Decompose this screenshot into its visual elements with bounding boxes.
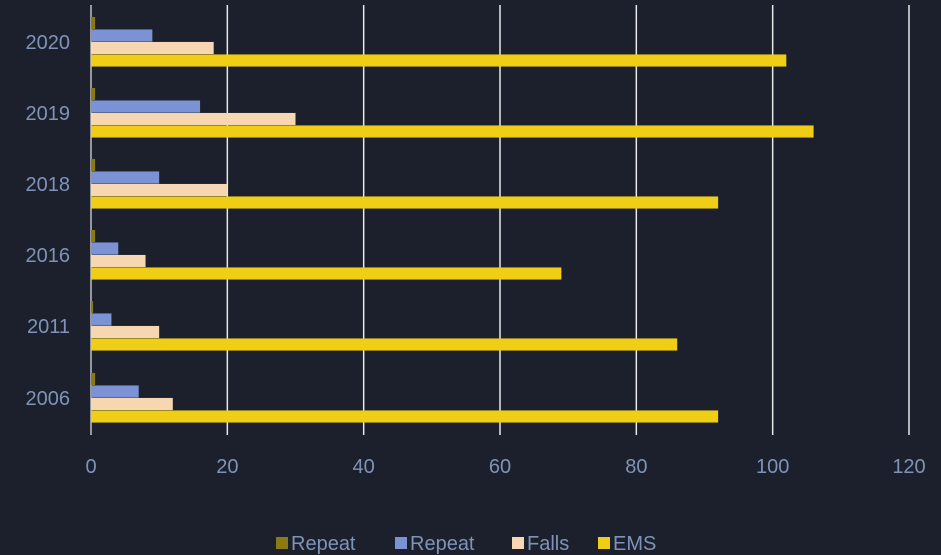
bar-2018-repeat-1 — [91, 171, 160, 184]
y-tick-label-2006: 2006 — [26, 388, 71, 410]
x-tick-label-40: 40 — [353, 456, 375, 478]
bar-2019-ems-3 — [91, 125, 814, 138]
bar-2006-falls-2 — [91, 397, 173, 411]
bar-2019-repeat-0 — [91, 87, 96, 101]
bar-2016-ems-3 — [91, 267, 562, 280]
bar-2020-falls-2 — [91, 41, 214, 55]
bar-2006-repeat-0 — [91, 372, 96, 386]
legend-label-0: Repeat — [291, 533, 356, 555]
bar-2011-falls-2 — [91, 325, 160, 339]
bar-2020-repeat-0 — [91, 16, 96, 30]
legend-label-1: Repeat — [410, 533, 475, 555]
y-tick-label-2016: 2016 — [26, 245, 71, 267]
bar-2016-falls-2 — [91, 254, 146, 268]
bar-2018-ems-3 — [91, 196, 719, 209]
legend: Repeat Repeat Falls EMS — [276, 533, 656, 555]
legend-label-3: EMS — [613, 533, 656, 555]
bar-2011-repeat-0 — [91, 300, 94, 314]
bar-2018-falls-2 — [91, 183, 228, 197]
bar-2006-ems-3 — [91, 410, 719, 423]
legend-swatch-2 — [512, 537, 524, 549]
x-tick-label-20: 20 — [216, 456, 238, 478]
x-tick-label-60: 60 — [489, 456, 511, 478]
bar-2016-repeat-1 — [91, 242, 119, 255]
x-tick-label-100: 100 — [756, 456, 789, 478]
bar-2011-repeat-1 — [91, 313, 112, 326]
bar-2006-repeat-1 — [91, 385, 139, 398]
y-tick-label-2020: 2020 — [26, 32, 71, 54]
x-tick-label-80: 80 — [625, 456, 647, 478]
bar-2019-falls-2 — [91, 112, 296, 126]
bar-2011-ems-3 — [91, 338, 678, 351]
legend-swatch-3 — [598, 537, 610, 549]
legend-swatch-1 — [395, 537, 407, 549]
bars — [91, 16, 814, 423]
legend-swatch-0 — [276, 537, 288, 549]
bar-2016-repeat-0 — [91, 229, 96, 243]
y-tick-label-2011: 2011 — [27, 316, 70, 338]
bar-2018-repeat-0 — [91, 158, 96, 172]
y-axis: 2020 2019 2018 2016 2011 2006 — [26, 32, 71, 410]
x-tick-label-120: 120 — [892, 456, 925, 478]
gridlines — [90, 5, 910, 435]
bar-2020-ems-3 — [91, 54, 787, 67]
x-axis: 0 20 40 60 80 100 120 — [85, 456, 925, 478]
bar-2019-repeat-1 — [91, 100, 201, 113]
y-tick-label-2019: 2019 — [26, 103, 71, 125]
legend-label-2: Falls — [527, 533, 569, 555]
bar-2020-repeat-1 — [91, 29, 153, 42]
x-tick-label-0: 0 — [85, 456, 96, 478]
y-tick-label-2018: 2018 — [26, 174, 71, 196]
